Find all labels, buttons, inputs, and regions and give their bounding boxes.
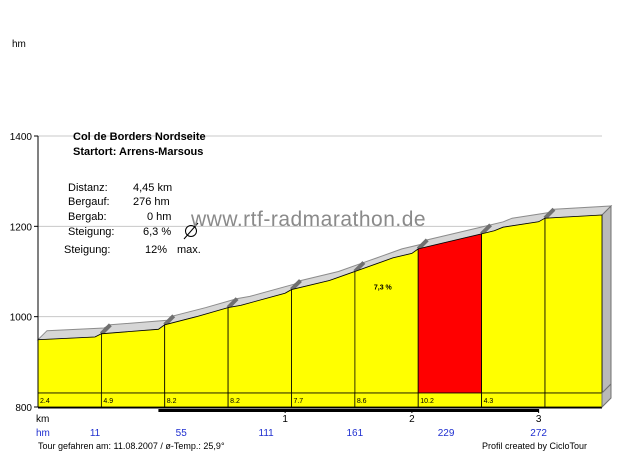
y-tick-label: 1400 bbox=[10, 132, 33, 143]
stat-distance-label: Distanz: bbox=[68, 182, 108, 194]
km-scale-bar bbox=[158, 409, 539, 412]
stat-distance-value: 4,45 km bbox=[133, 182, 172, 194]
x-tick-label: 1 bbox=[282, 414, 288, 425]
profile-3d-top bbox=[36, 204, 613, 395]
gradient-band-cell bbox=[544, 392, 603, 408]
watermark: www.rtf-radmarathon.de bbox=[190, 208, 426, 231]
x-tick-label: 2 bbox=[409, 414, 415, 425]
segment-gradient-label: 4.3 bbox=[484, 398, 494, 405]
profile-segment bbox=[101, 324, 166, 394]
profile-segments: 2.4 4.9 8.2 8.2 7.7 8.6 10.2 4.3 7,3 % bbox=[37, 214, 612, 409]
profile-segment bbox=[417, 233, 483, 394]
hm-value-label: 55 bbox=[176, 428, 188, 439]
segment-gradient-label: 8.2 bbox=[230, 398, 240, 405]
hm-value-label: 11 bbox=[90, 428, 101, 439]
segment-gradient-label: 8.6 bbox=[357, 398, 367, 405]
chart-subtitle: Startort: Arrens-Marsous bbox=[73, 146, 203, 158]
x-tick-label: 3 bbox=[536, 414, 542, 425]
max-gradient-suffix: max. bbox=[177, 244, 201, 256]
road-segment-mark bbox=[480, 223, 493, 236]
road-segment-mark bbox=[226, 297, 239, 310]
hm-row-label: hm bbox=[36, 428, 50, 439]
y-tick-label: 800 bbox=[15, 403, 32, 414]
hm-value-label: 272 bbox=[530, 428, 547, 439]
profile-segment bbox=[37, 333, 102, 394]
average-diameter-icon bbox=[183, 222, 199, 240]
stat-gradient-value: 6,3 % bbox=[143, 226, 171, 238]
segment-gradient-label: 8.2 bbox=[167, 398, 177, 405]
segment-gradient-label: 2.4 bbox=[40, 398, 50, 405]
y-axis: 800 1000 1200 1400 bbox=[10, 132, 39, 414]
segment-gradient-label: 4.9 bbox=[103, 398, 113, 405]
footer-credit: Profil created by CicloTour bbox=[482, 441, 587, 451]
profile-segment bbox=[544, 214, 603, 394]
y-tick-label: 1200 bbox=[10, 222, 33, 233]
road-segment-mark bbox=[416, 238, 429, 251]
stat-gradient-label: Steigung: bbox=[68, 226, 114, 238]
road-segment-mark bbox=[290, 279, 302, 291]
hm-value-label: 161 bbox=[347, 428, 364, 439]
max-gradient-label: Steigung: bbox=[64, 244, 110, 256]
segment-gradient-annotation: 7,3 % bbox=[374, 285, 393, 292]
band-side-face bbox=[601, 382, 612, 409]
stat-descent-label: Bergab: bbox=[68, 211, 107, 223]
max-gradient-value: 12% bbox=[145, 244, 167, 256]
profile-segment bbox=[354, 248, 419, 394]
segment-gradient-label: 10.2 bbox=[420, 398, 434, 405]
stat-ascent-label: Bergauf: bbox=[68, 196, 110, 208]
x-axis: km1234 bbox=[36, 407, 602, 425]
x-axis-label: km bbox=[36, 414, 49, 425]
stat-ascent-value: 276 hm bbox=[133, 196, 170, 208]
road-segment-mark bbox=[543, 207, 556, 220]
footer-tour-info: Tour gefahren am: 11.08.2007 / ø-Temp.: … bbox=[38, 441, 225, 451]
profile-segment bbox=[291, 270, 356, 394]
profile-side-face bbox=[601, 204, 612, 395]
road-segment-mark bbox=[353, 261, 366, 273]
profile-segment bbox=[481, 217, 546, 394]
hm-value-label: 229 bbox=[438, 428, 455, 439]
stat-descent-value: 0 hm bbox=[147, 211, 171, 223]
road-segment-mark bbox=[163, 314, 176, 327]
road-segment-mark bbox=[99, 323, 112, 336]
y-tick-label: 1000 bbox=[10, 313, 33, 324]
chart-title: Col de Borders Nordseite bbox=[73, 131, 206, 143]
y-axis-unit-label: hm bbox=[12, 39, 26, 50]
hm-row: hm 11 55 111 161 229 272 bbox=[36, 428, 547, 439]
hm-value-label: 111 bbox=[259, 428, 275, 439]
segment-gradient-label: 7.7 bbox=[293, 398, 303, 405]
